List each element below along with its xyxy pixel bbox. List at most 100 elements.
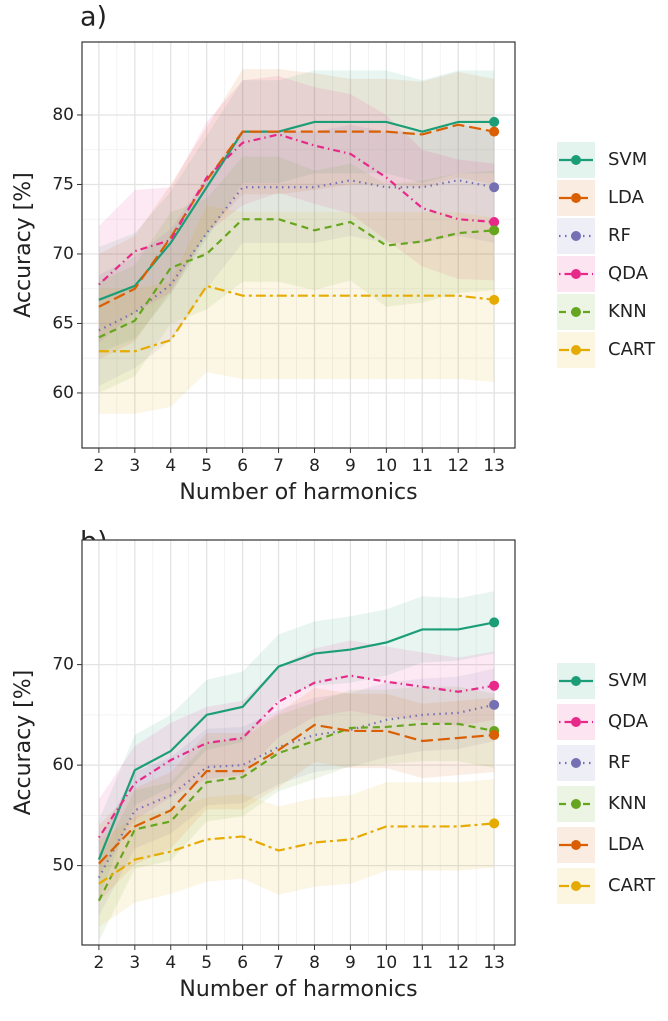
series-line <box>98 133 495 286</box>
series-line <box>98 822 495 885</box>
x-tick-label: 13 <box>483 953 505 973</box>
series-line <box>97 621 495 860</box>
legend-label: SVM <box>608 149 647 170</box>
legend-label: KNN <box>608 301 647 322</box>
legend-label: RF <box>608 225 631 246</box>
panel-border <box>81 41 516 449</box>
confidence-band <box>98 76 495 343</box>
y-tick-label: 70 <box>52 244 74 264</box>
confidence-band <box>98 69 495 360</box>
x-tick-label: 8 <box>309 456 320 476</box>
x-tick-label: 6 <box>237 456 248 476</box>
legend-label: CART <box>608 339 656 360</box>
x-tick-label: 10 <box>376 953 398 973</box>
legend-key-point <box>571 799 581 809</box>
series-line <box>98 123 495 308</box>
confidence-band <box>98 687 495 902</box>
end-point <box>489 294 500 305</box>
confidence-band <box>98 686 495 941</box>
legend-key-point <box>571 758 581 768</box>
confidence-band <box>98 668 495 916</box>
legend-label: CART <box>608 875 656 896</box>
x-tick-label: 9 <box>345 456 356 476</box>
series-line <box>98 120 495 301</box>
y-tick-label: 50 <box>52 856 74 876</box>
x-tick-label: 7 <box>273 953 284 973</box>
legend-key-point <box>571 307 581 317</box>
legend-label: QDA <box>608 711 649 732</box>
x-tick-label: 3 <box>129 456 140 476</box>
plot-area <box>98 69 495 414</box>
series-line <box>97 722 495 902</box>
legend-key-point <box>571 840 581 850</box>
legend-key-point <box>571 881 581 891</box>
x-tick-label: 5 <box>201 953 212 973</box>
legend-key-point <box>571 193 581 203</box>
plot-panel <box>82 42 515 448</box>
end-point <box>489 699 500 710</box>
x-tick-label: 2 <box>93 456 104 476</box>
x-tick-label: 10 <box>376 456 398 476</box>
legend-label: QDA <box>608 263 649 284</box>
legend-label: RF <box>608 752 631 773</box>
y-tick-label: 65 <box>52 313 74 333</box>
confidence-band <box>98 591 495 899</box>
end-point <box>489 818 500 829</box>
x-tick-label: 9 <box>345 953 356 973</box>
legend-label: SVM <box>608 670 647 691</box>
x-tick-label: 11 <box>411 953 433 973</box>
end-point <box>489 126 500 137</box>
x-tick-label: 13 <box>483 456 505 476</box>
y-axis-title: Accuracy [%] <box>11 670 36 816</box>
y-tick-label: 60 <box>52 755 74 775</box>
x-tick-label: 5 <box>201 456 212 476</box>
x-tick-label: 12 <box>447 456 469 476</box>
end-point <box>489 216 500 227</box>
y-tick-label: 70 <box>52 655 74 675</box>
y-axis-title: Accuracy [%] <box>11 172 36 318</box>
end-point <box>489 729 500 740</box>
confidence-band <box>98 70 495 353</box>
x-tick-label: 4 <box>165 953 176 973</box>
legend-key-point <box>571 269 581 279</box>
panel-label: a) <box>80 2 107 33</box>
x-tick-label: 12 <box>447 953 469 973</box>
series-line <box>98 179 495 332</box>
x-tick-label: 11 <box>411 456 433 476</box>
x-tick-label: 7 <box>273 456 284 476</box>
confidence-band <box>98 124 495 387</box>
confidence-band <box>98 640 495 876</box>
end-point <box>489 116 500 127</box>
legend-label: LDA <box>608 187 645 208</box>
legend-label: LDA <box>608 834 645 855</box>
series-line <box>97 703 495 879</box>
legend-key-point <box>571 345 581 355</box>
series-line <box>98 284 495 353</box>
x-axis-title: Number of harmonics <box>179 977 417 1002</box>
confidence-band <box>98 156 495 393</box>
series-line <box>97 674 495 839</box>
legend-key-point <box>571 231 581 241</box>
end-point <box>489 617 500 628</box>
x-tick-label: 8 <box>309 953 320 973</box>
x-tick-label: 6 <box>237 953 248 973</box>
series-line <box>98 218 495 339</box>
plot-area <box>97 591 495 941</box>
legend-key-point <box>571 676 581 686</box>
x-tick-label: 2 <box>93 953 104 973</box>
series-line <box>98 723 495 865</box>
legend-label: KNN <box>608 793 647 814</box>
y-tick-label: 80 <box>52 105 74 125</box>
plot-panel <box>82 540 515 945</box>
legend-key-point <box>571 717 581 727</box>
y-tick-label: 60 <box>52 383 74 403</box>
x-tick-label: 3 <box>129 953 140 973</box>
end-point <box>489 225 500 236</box>
legend-key-point <box>571 155 581 165</box>
confidence-band <box>98 779 495 927</box>
end-point <box>489 680 500 691</box>
y-tick-label: 75 <box>52 174 74 194</box>
end-point <box>489 182 500 193</box>
